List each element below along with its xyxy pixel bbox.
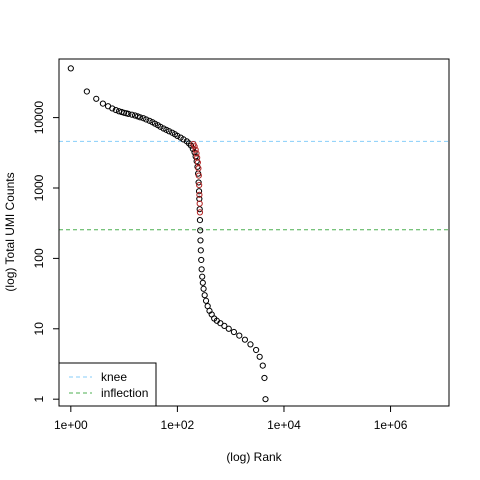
data-point bbox=[137, 114, 144, 121]
legend-label-knee: knee bbox=[101, 370, 127, 384]
data-point bbox=[225, 325, 232, 332]
data-point bbox=[195, 188, 203, 195]
data-point bbox=[131, 112, 139, 119]
data-points bbox=[67, 65, 269, 403]
x-tick-label: 1e+00 bbox=[54, 418, 88, 432]
data-point bbox=[199, 279, 206, 286]
data-point-highlighted bbox=[192, 146, 199, 153]
y-tick-label: 10000 bbox=[32, 101, 46, 135]
legend-label-inflection: inflection bbox=[101, 386, 148, 400]
data-point bbox=[247, 341, 254, 348]
data-point-highlighted bbox=[196, 191, 203, 198]
data-point-highlighted bbox=[191, 143, 198, 150]
data-point-highlighted bbox=[195, 165, 202, 172]
x-axis: 1e+00 1e+02 1e+04 1e+06 bbox=[54, 405, 408, 432]
data-point-highlighted bbox=[194, 159, 201, 166]
data-point bbox=[128, 111, 135, 118]
data-point bbox=[125, 110, 132, 117]
data-point bbox=[197, 227, 204, 234]
data-point bbox=[195, 179, 202, 186]
legend-box bbox=[58, 362, 157, 407]
reference-lines bbox=[59, 140, 449, 231]
legend: knee inflection bbox=[58, 362, 157, 407]
data-point bbox=[99, 100, 107, 107]
data-point bbox=[166, 128, 173, 135]
data-point bbox=[180, 136, 187, 143]
y-tick-label: 100 bbox=[32, 248, 46, 268]
data-point bbox=[198, 266, 205, 273]
data-point bbox=[199, 273, 206, 280]
data-point bbox=[236, 332, 243, 339]
y-tick-label: 10 bbox=[32, 322, 46, 336]
data-point bbox=[157, 123, 164, 130]
data-point bbox=[200, 285, 207, 292]
data-point bbox=[201, 292, 208, 299]
y-tick-label: 1000 bbox=[32, 174, 46, 201]
data-point bbox=[112, 106, 119, 114]
data-point bbox=[109, 105, 116, 112]
data-point-highlighted bbox=[196, 181, 203, 189]
data-point-highlighted bbox=[196, 200, 203, 207]
y-axis-title: (log) Total UMI Counts bbox=[3, 172, 17, 291]
data-point bbox=[221, 322, 228, 329]
data-point-highlighted bbox=[195, 172, 202, 179]
data-point bbox=[197, 237, 204, 244]
data-point bbox=[261, 374, 268, 382]
data-point bbox=[241, 336, 249, 343]
data-point bbox=[197, 247, 204, 254]
data-point bbox=[202, 297, 210, 304]
data-point bbox=[230, 328, 238, 336]
data-point-highlighted bbox=[193, 150, 200, 157]
data-point bbox=[259, 362, 266, 369]
data-point bbox=[253, 346, 260, 354]
data-point bbox=[93, 95, 100, 102]
data-point bbox=[262, 396, 269, 403]
data-point bbox=[196, 216, 204, 224]
y-axis: 1 10 100 1000 10000 bbox=[32, 101, 60, 403]
x-tick-label: 1e+04 bbox=[267, 418, 301, 432]
data-point bbox=[67, 65, 74, 72]
data-point bbox=[146, 117, 153, 124]
data-point bbox=[140, 115, 147, 122]
data-point bbox=[143, 116, 150, 123]
x-tick-label: 1e+06 bbox=[374, 418, 408, 432]
data-point-highlighted bbox=[196, 209, 204, 216]
y-tick-label: 1 bbox=[32, 396, 46, 403]
data-point bbox=[83, 88, 90, 95]
data-point bbox=[174, 132, 181, 139]
data-point bbox=[256, 353, 263, 360]
x-tick-label: 1e+02 bbox=[161, 418, 195, 432]
x-axis-title: (log) Rank bbox=[226, 450, 282, 464]
data-point bbox=[198, 256, 205, 264]
